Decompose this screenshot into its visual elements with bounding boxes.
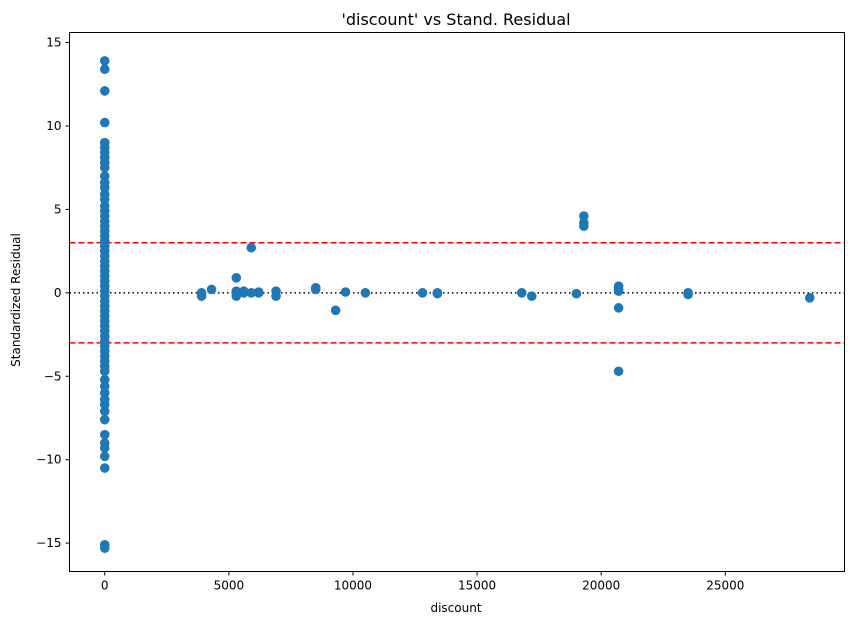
data-point [804,293,815,303]
data-point [99,463,110,473]
data-point [246,288,257,298]
data-point [99,171,110,181]
data-point [579,211,589,221]
data-point [206,284,217,295]
data-point [613,286,624,296]
data-point [99,182,110,193]
data-point [99,64,110,75]
data-point [99,451,110,462]
x-tick-label: 25000 [706,579,744,593]
data-point [526,291,537,301]
data-point [613,366,624,377]
x-tick-label: 5000 [214,579,245,593]
data-point [613,303,624,313]
x-axis-label: discount [430,601,481,615]
y-tick-label: −15 [36,536,61,550]
x-axis-ticks: 0 5000 10000 15000 20000 25000 [101,571,744,593]
data-point [571,288,582,299]
data-point [238,288,249,298]
x-tick-label: 15000 [458,579,496,593]
data-point [271,291,281,301]
data-point [99,366,110,377]
y-axis-ticks: −15 −10 −5 0 5 10 15 [36,36,70,550]
data-point [99,443,110,453]
data-point [99,399,110,410]
plot-frame [69,32,845,572]
y-tick-label: 0 [54,286,62,300]
data-point [231,291,242,301]
data-point [99,388,110,398]
data-point [99,414,110,425]
data-point [99,162,110,173]
data-point [516,288,527,298]
data-points [99,56,815,553]
x-tick-label: 10000 [334,579,372,593]
data-point [99,56,110,66]
y-tick-label: −5 [44,369,62,383]
data-point [231,273,242,283]
data-point [330,305,341,316]
y-tick-label: 15 [46,36,61,50]
data-point [360,288,371,298]
data-point [99,381,110,392]
data-point [99,543,110,553]
data-point [310,284,321,295]
reference-lines [69,241,845,344]
x-tick-label: 0 [101,579,109,593]
data-point [683,289,693,300]
data-point [99,406,110,417]
data-point [417,288,428,298]
data-point [432,288,443,299]
chart-title: 'discount' vs Stand. Residual [341,10,570,29]
y-tick-label: 5 [54,202,62,216]
y-tick-label: 10 [46,119,61,133]
data-point [99,429,110,440]
data-point [99,194,110,205]
data-point [99,374,110,385]
x-tick-label: 20000 [582,579,620,593]
data-point [196,291,207,301]
data-point [246,242,257,253]
y-tick-label: −10 [36,453,61,467]
data-point [99,117,110,128]
data-point [99,86,110,96]
data-point [253,287,264,297]
data-point [340,287,351,297]
data-point [579,221,589,231]
y-axis-label: Standardized Residual [9,233,23,367]
